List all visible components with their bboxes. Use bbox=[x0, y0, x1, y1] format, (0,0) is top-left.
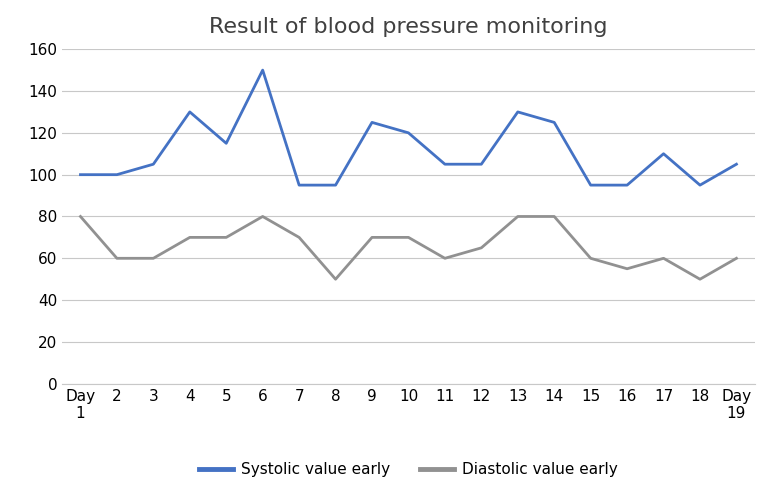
Systolic value early bbox=[477, 161, 486, 167]
Systolic value early bbox=[732, 161, 741, 167]
Systolic value early bbox=[222, 140, 231, 146]
Diastolic value early bbox=[294, 234, 303, 240]
Line: Diastolic value early: Diastolic value early bbox=[80, 216, 737, 279]
Systolic value early bbox=[185, 109, 194, 115]
Diastolic value early bbox=[75, 214, 85, 219]
Diastolic value early bbox=[367, 234, 377, 240]
Diastolic value early bbox=[732, 255, 741, 261]
Diastolic value early bbox=[112, 255, 121, 261]
Systolic value early bbox=[549, 120, 559, 125]
Systolic value early bbox=[367, 120, 377, 125]
Diastolic value early bbox=[477, 245, 486, 251]
Systolic value early bbox=[659, 151, 668, 156]
Systolic value early bbox=[513, 109, 523, 115]
Diastolic value early bbox=[659, 255, 668, 261]
Diastolic value early bbox=[696, 276, 705, 282]
Legend: Systolic value early, Diastolic value early: Systolic value early, Diastolic value ea… bbox=[194, 456, 623, 483]
Systolic value early bbox=[112, 172, 121, 178]
Systolic value early bbox=[440, 161, 450, 167]
Systolic value early bbox=[586, 182, 595, 188]
Diastolic value early bbox=[258, 214, 268, 219]
Diastolic value early bbox=[149, 255, 158, 261]
Systolic value early bbox=[149, 161, 158, 167]
Diastolic value early bbox=[404, 234, 413, 240]
Diastolic value early bbox=[185, 234, 194, 240]
Diastolic value early bbox=[222, 234, 231, 240]
Diastolic value early bbox=[440, 255, 450, 261]
Systolic value early bbox=[294, 182, 303, 188]
Line: Systolic value early: Systolic value early bbox=[80, 70, 737, 185]
Systolic value early bbox=[696, 182, 705, 188]
Diastolic value early bbox=[622, 266, 632, 272]
Systolic value early bbox=[331, 182, 340, 188]
Title: Result of blood pressure monitoring: Result of blood pressure monitoring bbox=[209, 17, 608, 36]
Systolic value early bbox=[622, 182, 632, 188]
Diastolic value early bbox=[513, 214, 523, 219]
Systolic value early bbox=[258, 67, 268, 73]
Diastolic value early bbox=[331, 276, 340, 282]
Diastolic value early bbox=[586, 255, 595, 261]
Systolic value early bbox=[404, 130, 413, 136]
Diastolic value early bbox=[549, 214, 559, 219]
Systolic value early bbox=[75, 172, 85, 178]
